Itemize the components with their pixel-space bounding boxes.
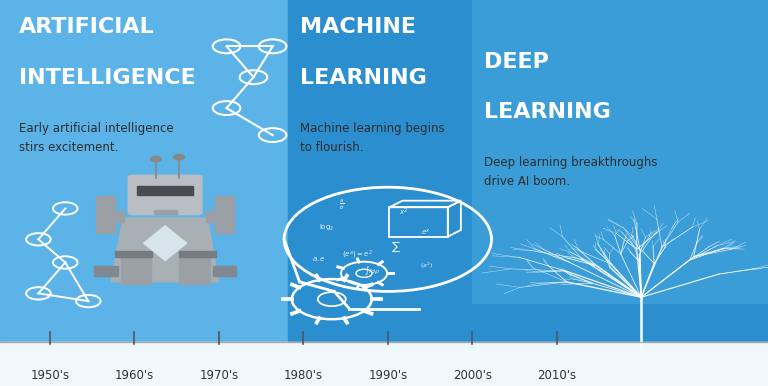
Text: ARTIFICIAL: ARTIFICIAL bbox=[19, 17, 155, 37]
Text: INTELLIGENCE: INTELLIGENCE bbox=[19, 68, 196, 88]
Bar bbox=[215, 196, 234, 233]
Bar bbox=[96, 196, 115, 233]
Text: LEARNING: LEARNING bbox=[484, 102, 611, 122]
Bar bbox=[100, 211, 124, 222]
Text: $\frac{a}{b}$: $\frac{a}{b}$ bbox=[339, 197, 345, 212]
Bar bbox=[121, 255, 151, 284]
Bar bbox=[94, 266, 118, 276]
Text: $\log_2$: $\log_2$ bbox=[319, 223, 334, 233]
Text: $a.e$: $a.e$ bbox=[312, 255, 326, 262]
Polygon shape bbox=[144, 226, 187, 261]
Text: 1980's: 1980's bbox=[284, 369, 323, 382]
Text: $(a^2)$: $(a^2)$ bbox=[419, 261, 433, 271]
Bar bbox=[154, 210, 177, 214]
Text: $x^2$: $x^2$ bbox=[399, 207, 408, 218]
Polygon shape bbox=[111, 218, 219, 282]
Text: 1960's: 1960's bbox=[114, 369, 154, 382]
Bar bbox=[179, 251, 216, 257]
Bar bbox=[0, 342, 768, 386]
Text: 2010's: 2010's bbox=[538, 369, 576, 382]
Bar bbox=[0, 0, 303, 342]
Text: LEARNING: LEARNING bbox=[300, 68, 426, 88]
FancyBboxPatch shape bbox=[128, 175, 202, 215]
Text: $\int f d\rho$: $\int f d\rho$ bbox=[364, 264, 381, 276]
Text: 1970's: 1970's bbox=[199, 369, 239, 382]
Circle shape bbox=[151, 156, 161, 162]
Bar bbox=[206, 211, 230, 222]
Text: Early artificial intelligence
stirs excitement.: Early artificial intelligence stirs exci… bbox=[19, 122, 174, 154]
Bar bbox=[213, 266, 236, 276]
Bar bbox=[137, 186, 193, 195]
Bar bbox=[115, 251, 152, 257]
Bar bbox=[179, 255, 210, 284]
Text: 1950's: 1950's bbox=[31, 369, 69, 382]
Text: $\sum$: $\sum$ bbox=[391, 240, 400, 254]
Text: Machine learning begins
to flourish.: Machine learning begins to flourish. bbox=[300, 122, 444, 154]
Bar bbox=[472, 0, 768, 303]
Text: MACHINE: MACHINE bbox=[300, 17, 415, 37]
Circle shape bbox=[174, 154, 184, 160]
Text: Deep learning breakthroughs
drive AI boom.: Deep learning breakthroughs drive AI boo… bbox=[484, 156, 657, 188]
Text: 1990's: 1990's bbox=[368, 369, 408, 382]
Text: DEEP: DEEP bbox=[484, 52, 548, 72]
Text: $e^x$: $e^x$ bbox=[422, 227, 431, 237]
Bar bbox=[288, 0, 768, 342]
Text: $(e^a)=e^2$: $(e^a)=e^2$ bbox=[342, 249, 372, 261]
Text: 2000's: 2000's bbox=[453, 369, 492, 382]
